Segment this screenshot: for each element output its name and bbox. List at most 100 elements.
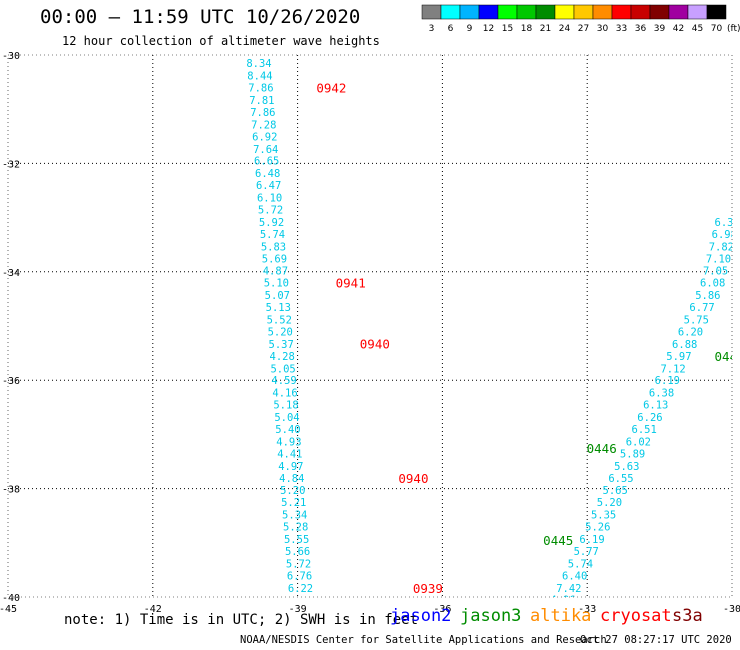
wave-height-value: 5.21: [281, 497, 306, 509]
wave-height-value: 4.96: [550, 595, 575, 607]
data-layer: 8.348.447.867.817.867.286.927.646.656.48…: [246, 58, 740, 607]
x-tick-label: -42: [144, 604, 162, 615]
legend-swatch: [611, 4, 632, 20]
wave-height-value: 7.64: [253, 144, 278, 156]
generation-timestamp: Oct 27 08:27:17 UTC 2020: [580, 634, 732, 646]
y-tick-label: -36: [2, 376, 20, 387]
wave-height-value: 8.44: [247, 71, 272, 83]
legend-swatch: [706, 4, 727, 20]
wave-height-value: 6.47: [256, 180, 281, 192]
satellite-name-s3a: s3a: [672, 606, 703, 626]
wave-height-value: 7.05: [703, 266, 728, 278]
credit-line: NOAA/NESDIS Center for Satellite Applica…: [240, 634, 607, 646]
pass-time-label: 0942: [316, 81, 346, 96]
wave-height-value: 5.83: [261, 241, 286, 253]
wave-height-value: 8.34: [246, 58, 271, 70]
legend-swatch: [573, 4, 594, 20]
wave-height-value: 6.48: [255, 168, 280, 180]
wave-height-value: 4.28: [270, 351, 295, 363]
wave-height-value: 5.72: [286, 558, 311, 570]
wave-height-value: 5.97: [666, 351, 691, 363]
wave-height-value: 6.88: [672, 339, 697, 351]
y-tick-label: -32: [2, 159, 20, 170]
wave-height-value: 7.82: [709, 241, 734, 253]
legend-unit: (ft): [727, 24, 740, 34]
legend-label: 45: [692, 24, 703, 34]
wave-height-value: 4.97: [278, 461, 303, 473]
legend-label: 9: [467, 24, 473, 34]
wave-height-value: 5.13: [266, 302, 291, 314]
satellite-name-jason3: jason3: [460, 606, 522, 626]
x-tick-label: -39: [289, 604, 307, 615]
wave-height-value: 7.12: [660, 363, 685, 375]
wave-height-value: 6.76: [287, 570, 312, 582]
wave-height-value: 6.20: [678, 326, 703, 338]
wave-height-value: 4.84: [279, 473, 304, 485]
legend-swatch: [687, 4, 708, 20]
pass-time-label: 0445: [543, 533, 573, 548]
wave-height-value: 5.04: [274, 412, 299, 424]
chart-title: 00:00 – 11:59 UTC 10/26/2020: [40, 6, 361, 28]
wave-height-value: 5.72: [258, 204, 283, 216]
wave-height-value: 6.08: [700, 278, 725, 290]
legend-label: 27: [578, 24, 589, 34]
x-tick-label: -36: [433, 604, 451, 615]
legend-label: 42: [673, 24, 684, 34]
legend-label: 15: [502, 24, 513, 34]
legend-swatch: [459, 4, 480, 20]
wave-height-value: 5.66: [285, 546, 310, 558]
wave-height-value: 5.86: [695, 290, 720, 302]
wave-height-value: 5.63: [614, 461, 639, 473]
legend-swatch: [478, 4, 499, 20]
legend-swatch: [554, 4, 575, 20]
wave-height-value: 5.20: [268, 326, 293, 338]
wave-height-value: 5.20: [280, 485, 305, 497]
pass-time-label: 0447: [715, 349, 740, 364]
wave-height-value: 6.19: [655, 375, 680, 387]
wave-height-value: 6.92: [252, 131, 277, 143]
wave-height-value: 5.75: [684, 314, 709, 326]
plot-frame: [7, 54, 733, 598]
wave-height-value: 7.86: [250, 107, 275, 119]
wave-height-value: 5.26: [585, 522, 610, 534]
legend-swatch: [535, 4, 556, 20]
wave-height-value: 4.59: [271, 375, 296, 387]
wave-height-value: 5.40: [275, 424, 300, 436]
y-tick-label: -34: [2, 268, 20, 279]
wave-height-value: 5.05: [270, 363, 295, 375]
wave-height-value: 5.77: [574, 546, 599, 558]
wave-height-value: 5.89: [620, 448, 645, 460]
x-tick-label: -45: [0, 604, 17, 615]
satellite-name-jason2: jason2: [390, 606, 452, 626]
pass-time-label: 0446: [587, 441, 617, 456]
wave-height-value: 5.52: [267, 314, 292, 326]
wave-height-value: 5.55: [284, 534, 309, 546]
legend-swatch: [421, 4, 442, 20]
x-tick-label: -33: [578, 604, 596, 615]
wave-height-value: 7.81: [249, 95, 274, 107]
legend-label: 33: [616, 24, 627, 34]
wave-height-value: 6.51: [632, 424, 657, 436]
wave-height-value: 5.92: [259, 217, 284, 229]
wave-height-value: 5.74: [568, 558, 593, 570]
wave-height-value: 4.41: [277, 448, 302, 460]
pass-time-label: 0939: [413, 581, 443, 596]
legend-label: 24: [559, 24, 571, 34]
wave-height-value: 5.07: [265, 290, 290, 302]
legend-label: 39: [654, 24, 666, 34]
wave-height-value: 5.37: [269, 339, 294, 351]
legend-swatch: [649, 4, 670, 20]
wave-height-value: 5.10: [264, 278, 289, 290]
legend-label: 21: [540, 24, 551, 34]
satellite-name-cryosat: cryosat: [600, 606, 672, 626]
wave-height-value: 5.20: [597, 497, 622, 509]
wave-height-value: 6.39: [715, 217, 740, 229]
legend-swatch: [668, 4, 689, 20]
wave-height-value: 5.69: [262, 253, 287, 265]
wave-height-value: 6.40: [562, 570, 587, 582]
chart-subtitle: 12 hour collection of altimeter wave hei…: [62, 34, 380, 48]
legend-label: 36: [635, 24, 647, 34]
wave-height-value: 6.55: [608, 473, 633, 485]
wave-height-value: 4.87: [263, 266, 288, 278]
legend-swatch: [440, 4, 461, 20]
